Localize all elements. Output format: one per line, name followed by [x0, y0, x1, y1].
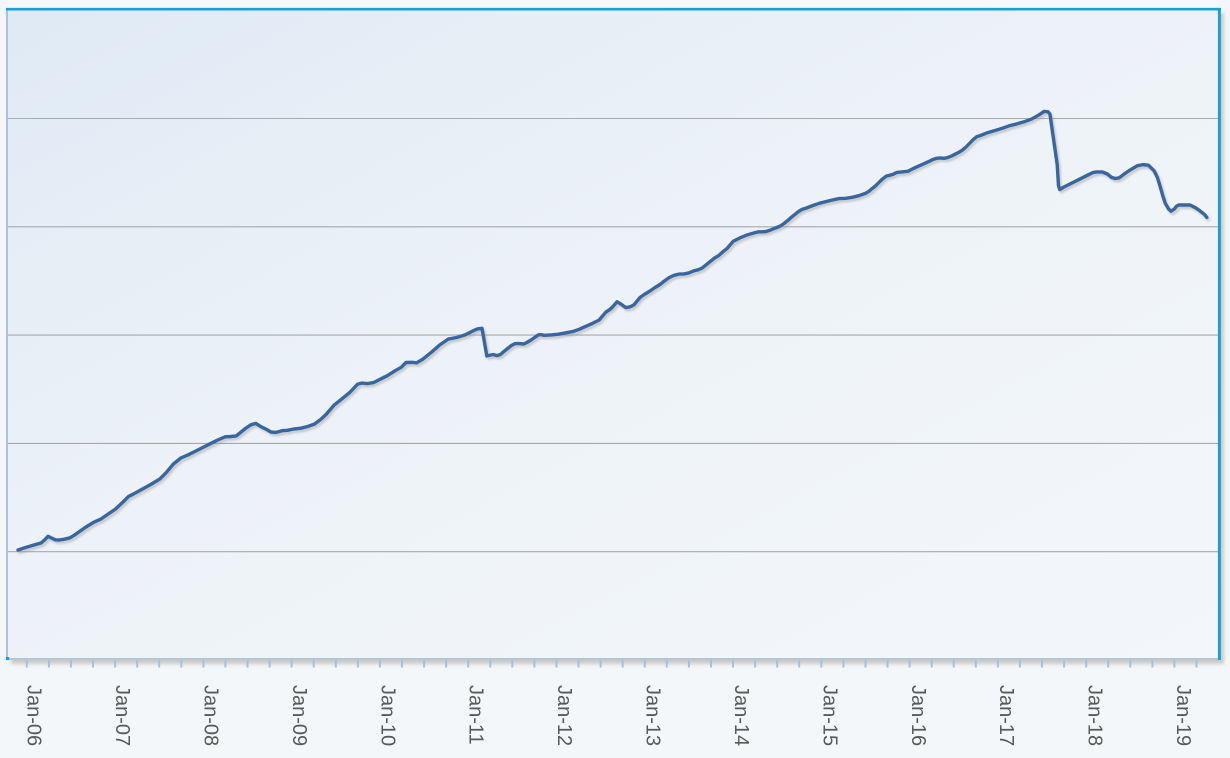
svg-text:Jan-16: Jan-16 — [907, 685, 929, 746]
svg-text:Jan-19: Jan-19 — [1172, 685, 1194, 746]
svg-text:Jan-17: Jan-17 — [995, 685, 1017, 746]
svg-text:Jan-07: Jan-07 — [111, 685, 133, 746]
svg-text:Jan-13: Jan-13 — [642, 685, 664, 746]
svg-text:Jan-12: Jan-12 — [553, 685, 575, 746]
svg-text:Jan-11: Jan-11 — [465, 685, 487, 745]
svg-text:Jan-14: Jan-14 — [730, 685, 752, 746]
svg-text:Jan-15: Jan-15 — [818, 685, 840, 746]
svg-text:Jan-18: Jan-18 — [1084, 685, 1106, 746]
svg-text:Jan-06: Jan-06 — [23, 685, 45, 746]
svg-text:Jan-09: Jan-09 — [288, 685, 310, 746]
svg-text:Jan-08: Jan-08 — [200, 685, 222, 746]
svg-text:Jan-10: Jan-10 — [376, 685, 398, 746]
